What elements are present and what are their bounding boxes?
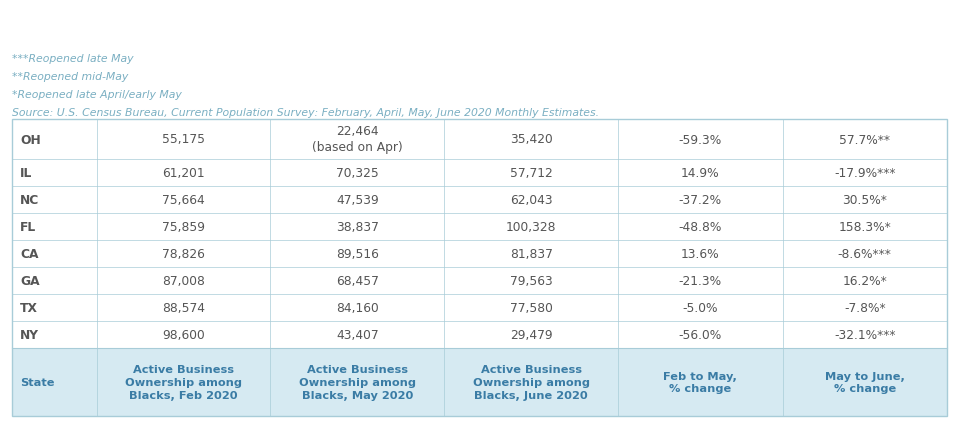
- Text: **Reopened mid-May: **Reopened mid-May: [12, 72, 129, 82]
- Bar: [12, 268, 947, 294]
- Text: 87,008: 87,008: [162, 274, 205, 287]
- Text: 84,160: 84,160: [336, 301, 379, 314]
- Text: 29,479: 29,479: [510, 328, 552, 341]
- Text: *Reopened late April/early May: *Reopened late April/early May: [12, 90, 182, 100]
- Text: 16.2%*: 16.2%*: [842, 274, 887, 287]
- Text: 100,328: 100,328: [506, 221, 556, 233]
- Text: 70,325: 70,325: [336, 167, 379, 180]
- Bar: [12, 294, 947, 321]
- Text: FL: FL: [20, 221, 36, 233]
- Text: 79,563: 79,563: [510, 274, 552, 287]
- Bar: [12, 120, 947, 160]
- Text: Feb to May,
% change: Feb to May, % change: [664, 371, 737, 394]
- Text: 47,539: 47,539: [336, 193, 379, 207]
- Text: 62,043: 62,043: [510, 193, 552, 207]
- Bar: [12, 240, 947, 268]
- Bar: [12, 160, 947, 187]
- Text: -32.1%***: -32.1%***: [834, 328, 896, 341]
- Text: 89,516: 89,516: [336, 248, 379, 260]
- Text: State: State: [20, 377, 55, 387]
- Text: -7.8%*: -7.8%*: [844, 301, 885, 314]
- Text: Active Business
Ownership among
Blacks, May 2020: Active Business Ownership among Blacks, …: [299, 364, 416, 400]
- Text: -56.0%: -56.0%: [679, 328, 722, 341]
- Text: Active Business
Ownership among
Blacks, June 2020: Active Business Ownership among Blacks, …: [473, 364, 590, 400]
- Text: -59.3%: -59.3%: [679, 133, 722, 146]
- Text: 75,859: 75,859: [162, 221, 205, 233]
- Text: 77,580: 77,580: [510, 301, 552, 314]
- Text: ***Reopened late May: ***Reopened late May: [12, 54, 133, 64]
- Text: -21.3%: -21.3%: [679, 274, 722, 287]
- Text: Active Business
Ownership among
Blacks, Feb 2020: Active Business Ownership among Blacks, …: [125, 364, 242, 400]
- Text: Source: U.S. Census Bureau, Current Population Survey: February, April, May, Jun: Source: U.S. Census Bureau, Current Popu…: [12, 108, 599, 118]
- Text: -5.0%: -5.0%: [683, 301, 718, 314]
- Text: 98,600: 98,600: [162, 328, 205, 341]
- Bar: [12, 213, 947, 240]
- Text: 68,457: 68,457: [336, 274, 379, 287]
- Text: NC: NC: [20, 193, 39, 207]
- Bar: [12, 348, 947, 416]
- Text: 57,712: 57,712: [510, 167, 552, 180]
- Text: CA: CA: [20, 248, 38, 260]
- Text: 38,837: 38,837: [336, 221, 379, 233]
- Text: 30.5%*: 30.5%*: [842, 193, 887, 207]
- Text: 158.3%*: 158.3%*: [838, 221, 891, 233]
- Bar: [12, 321, 947, 348]
- Text: 57.7%**: 57.7%**: [839, 133, 890, 146]
- Text: May to June,
% change: May to June, % change: [825, 371, 904, 394]
- Text: 35,420: 35,420: [510, 133, 552, 146]
- Text: -37.2%: -37.2%: [679, 193, 722, 207]
- Text: 75,664: 75,664: [162, 193, 205, 207]
- Text: 78,826: 78,826: [162, 248, 205, 260]
- Text: 22,464
(based on Apr): 22,464 (based on Apr): [312, 125, 403, 154]
- Text: 13.6%: 13.6%: [681, 248, 719, 260]
- Text: -8.6%***: -8.6%***: [838, 248, 892, 260]
- Text: -17.9%***: -17.9%***: [834, 167, 896, 180]
- Bar: [12, 187, 947, 213]
- Text: OH: OH: [20, 133, 40, 146]
- Text: 55,175: 55,175: [162, 133, 205, 146]
- Text: IL: IL: [20, 167, 33, 180]
- Text: NY: NY: [20, 328, 39, 341]
- Text: 14.9%: 14.9%: [681, 167, 719, 180]
- Text: 43,407: 43,407: [336, 328, 379, 341]
- Text: -48.8%: -48.8%: [679, 221, 722, 233]
- Bar: [12, 120, 947, 416]
- Text: 81,837: 81,837: [510, 248, 552, 260]
- Text: 88,574: 88,574: [162, 301, 205, 314]
- Text: 61,201: 61,201: [162, 167, 205, 180]
- Text: TX: TX: [20, 301, 38, 314]
- Text: GA: GA: [20, 274, 39, 287]
